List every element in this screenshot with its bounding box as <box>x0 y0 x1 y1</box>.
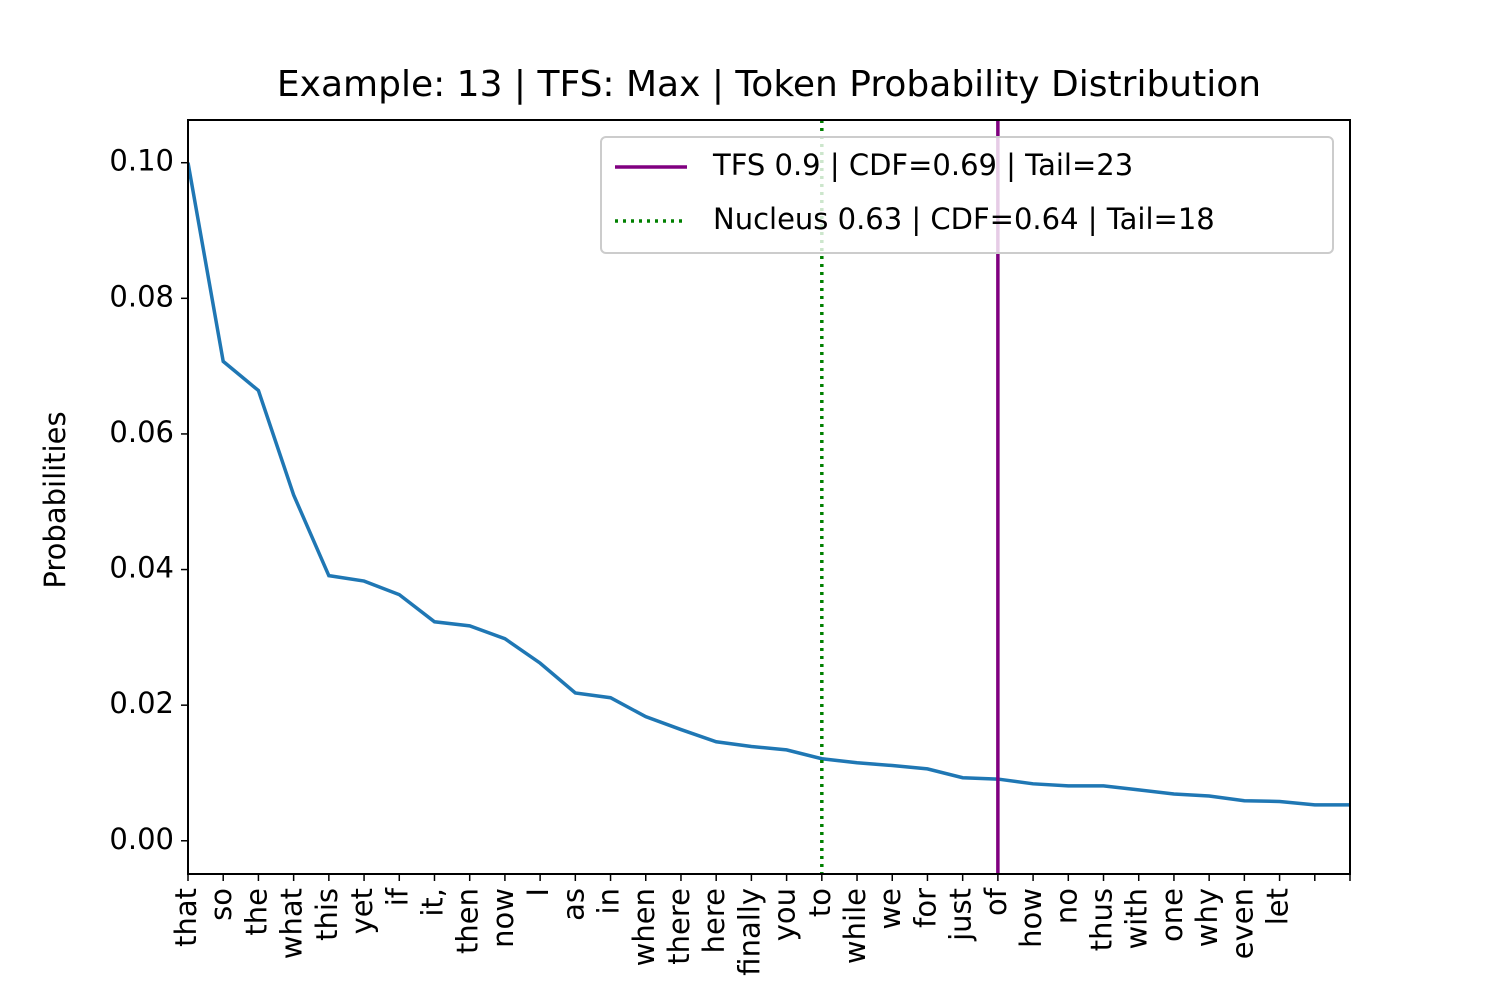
x-tick-label: what <box>275 888 309 959</box>
x-tick-label: then <box>451 888 485 954</box>
x-tick-label: you <box>768 888 802 941</box>
x-tick-label: while <box>838 888 872 964</box>
x-tick-label: when <box>627 888 661 966</box>
chart-title: Example: 13 | TFS: Max | Token Probabili… <box>277 64 1261 105</box>
x-tick-label: just <box>944 888 978 942</box>
x-tick-label: even <box>1225 888 1259 959</box>
legend-box <box>600 136 1334 254</box>
y-tick-label: 0.08 <box>109 279 174 313</box>
x-tick-label: with <box>1120 888 1154 950</box>
legend-label: TFS 0.9 | CDF=0.69 | Tail=23 <box>712 148 1133 182</box>
x-tick-label: why <box>1190 888 1224 947</box>
x-tick-label: the <box>239 888 273 936</box>
x-tick-label: this <box>310 888 344 941</box>
x-tick-label: now <box>486 888 520 948</box>
x-tick-label: as <box>556 888 590 921</box>
x-tick-label: so <box>204 888 238 921</box>
x-tick-label: one <box>1155 888 1189 942</box>
x-tick-label: if <box>380 887 414 906</box>
x-tick-label: I <box>521 888 555 897</box>
y-tick-label: 0.00 <box>109 822 174 856</box>
x-tick-label: of <box>979 887 1013 916</box>
x-tick-label: it, <box>415 888 449 917</box>
y-tick-label: 0.10 <box>109 144 174 178</box>
x-tick-label: to <box>803 888 837 917</box>
line-series <box>188 162 1350 807</box>
x-tick-label: finally <box>732 888 766 976</box>
x-tick-label: yet <box>345 888 379 934</box>
x-tick-label: in <box>592 888 626 914</box>
x-tick-label: that <box>169 888 203 947</box>
y-tick-label: 0.04 <box>109 551 174 585</box>
y-tick-label: 0.06 <box>109 415 174 449</box>
x-tick-label: no <box>1049 888 1083 924</box>
x-tick-label: for <box>908 888 942 928</box>
x-tick-label: here <box>697 888 731 953</box>
plot-frame <box>187 119 1351 875</box>
y-axis-label: Probabilities <box>38 411 72 588</box>
x-tick-label: thus <box>1085 888 1119 951</box>
x-tick-label: we <box>873 888 907 930</box>
y-tick-label: 0.02 <box>109 686 174 720</box>
x-tick-label: there <box>662 888 696 965</box>
x-tick-label: let <box>1261 888 1295 925</box>
x-tick-label: how <box>1014 888 1048 948</box>
legend-label: Nucleus 0.63 | CDF=0.64 | Tail=18 <box>713 202 1215 236</box>
